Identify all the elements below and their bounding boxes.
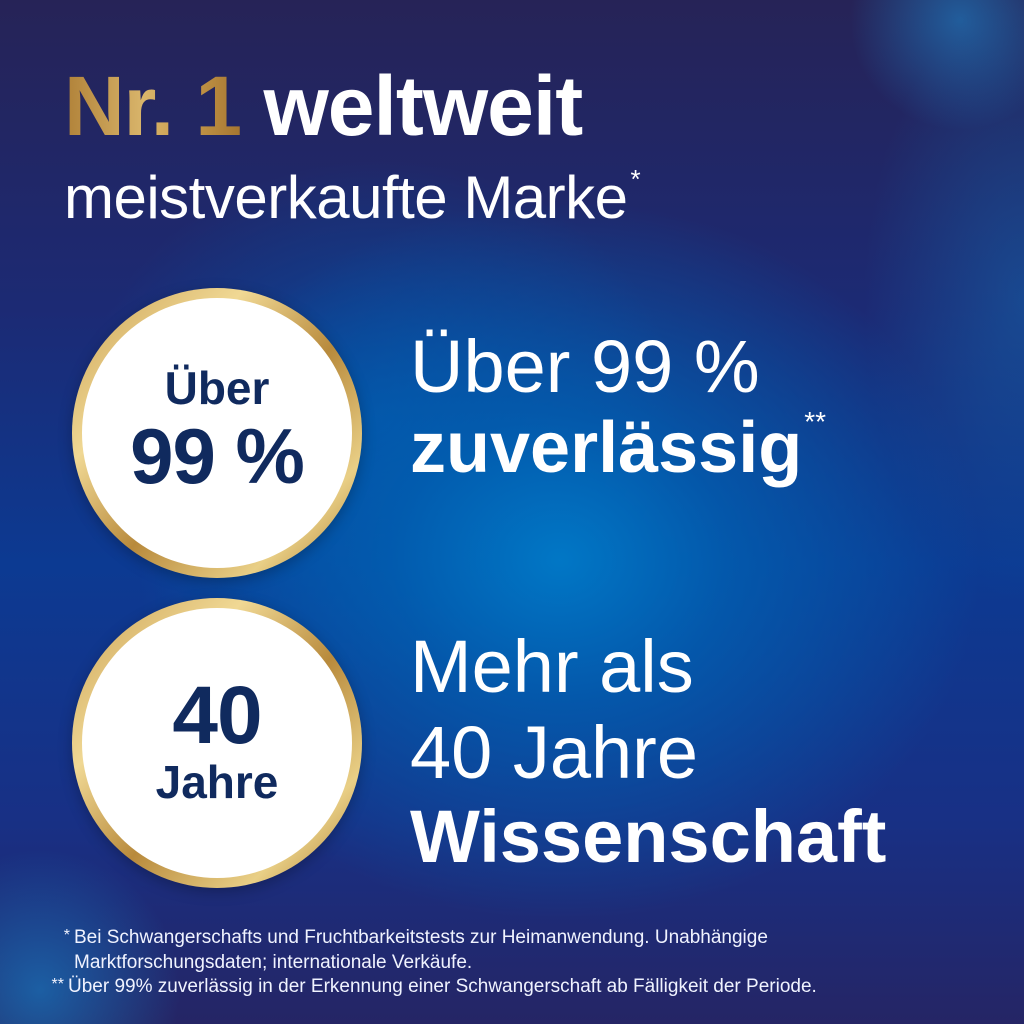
experience-badge-value: 40: [172, 670, 262, 761]
reliability-claim-line1: Über 99 %: [410, 325, 760, 408]
footnote-mark-1: *: [630, 164, 641, 194]
headline-subtitle-text: meistverkaufte Marke: [64, 164, 628, 231]
footnote-1-text: Bei Schwangerschafts und Fruchtbarkeitst…: [74, 927, 768, 948]
experience-claim: Mehr als 40 Jahre Wissenschaft: [410, 630, 886, 874]
reliability-badge-value: 99 %: [130, 412, 305, 500]
reliability-claim: Über 99 % zuverlässig**: [410, 325, 826, 485]
experience-badge-unit: Jahre: [155, 756, 279, 808]
headline-rank: Nr. 1: [64, 59, 242, 153]
footnote-1: * Bei Schwangerschafts und Fruchtbarkeit…: [54, 926, 994, 951]
footnote-1-mark: *: [63, 927, 70, 944]
headline-subtitle: meistverkaufte Marke *: [64, 166, 641, 228]
headline-main: Nr. 1 weltweit: [64, 64, 640, 148]
headline: Nr. 1 weltweit meistverkaufte Marke *: [64, 64, 641, 228]
reliability-badge-face: Über 99 %: [82, 298, 352, 568]
experience-badge-face: 40 Jahre: [82, 608, 352, 878]
footnotes: * Bei Schwangerschafts und Fruchtbarkeit…: [52, 926, 994, 1000]
experience-claim-line3: Wissenschaft: [410, 795, 887, 878]
reliability-badge-top: Über: [164, 362, 270, 414]
reliability-claim-line2: zuverlässig: [410, 408, 803, 488]
footnote-2-text: Über 99% zuverlässig in der Erkennung ei…: [68, 976, 817, 998]
reliability-claim-line2-wrap: zuverlässig**: [410, 408, 826, 485]
footnote-2: ** Über 99% zuverlässig in der Erkennung…: [52, 975, 994, 1000]
experience-claim-line2: 40 Jahre: [410, 711, 698, 794]
footnote-mark-2: **: [804, 406, 826, 437]
reliability-badge: Über 99 %: [72, 288, 362, 578]
footnote-1-continuation: Marktforschungsdaten; internationale Ver…: [74, 951, 473, 973]
experience-claim-line1: Mehr als: [410, 625, 694, 708]
experience-badge: 40 Jahre: [72, 598, 362, 888]
footnote-2-mark: **: [51, 976, 64, 994]
headline-rank-suffix: weltweit: [263, 59, 583, 153]
